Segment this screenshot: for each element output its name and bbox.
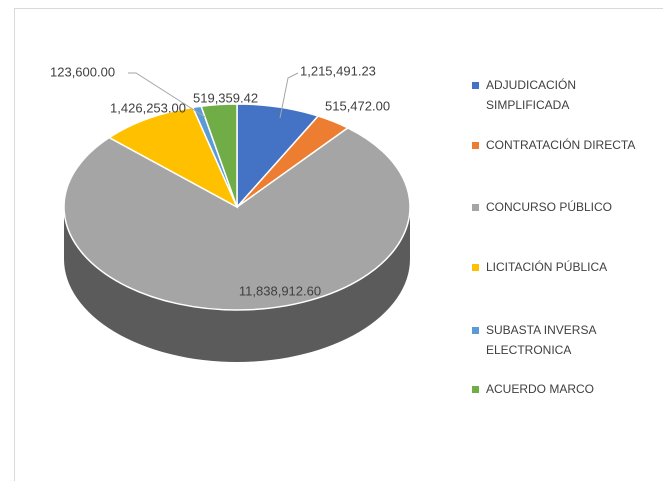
slice-side <box>64 207 410 362</box>
legend-item: ADJUDICACIÓN SIMPLIFICADA <box>472 75 651 115</box>
legend-swatch <box>472 386 479 393</box>
legend-label: LICITACIÓN PÚBLICA <box>486 260 608 274</box>
slice <box>200 103 238 208</box>
legend-label: CONTRATACIÓN DIRECTA <box>486 138 636 152</box>
leader-line <box>279 72 299 119</box>
legend-item: LICITACIÓN PÚBLICA <box>472 257 651 277</box>
data-label: 123,600.00 <box>50 64 115 79</box>
legend-swatch <box>472 82 479 89</box>
legend-swatch <box>472 142 479 149</box>
legend-item: CONCURSO PÚBLICO <box>472 197 651 217</box>
slice <box>107 106 239 209</box>
data-label: 519,359.42 <box>193 90 258 105</box>
data-label: 1,426,253.00 <box>110 100 186 115</box>
legend-swatch <box>472 204 479 211</box>
data-label: 11,838,912.60 <box>239 283 321 298</box>
frame <box>14 8 663 481</box>
leader-line <box>128 72 206 118</box>
legend-item: SUBASTA INVERSA ELECTRONICA <box>472 320 651 360</box>
legend-label: SUBASTA INVERSA ELECTRONICA <box>486 323 596 357</box>
legend-label: CONCURSO PÚBLICO <box>486 200 613 214</box>
legend-label: ADJUDICACIÓN SIMPLIFICADA <box>486 78 577 112</box>
data-label: 1,215,491.23 <box>300 63 376 78</box>
legend-item: CONTRATACIÓN DIRECTA <box>472 135 651 155</box>
legend-swatch <box>472 264 479 271</box>
legend-swatch <box>472 327 479 334</box>
data-label: 515,472.00 <box>325 98 390 113</box>
legend-item: ACUERDO MARCO <box>472 379 651 399</box>
legend-label: ACUERDO MARCO <box>486 382 595 396</box>
slice <box>63 127 411 311</box>
